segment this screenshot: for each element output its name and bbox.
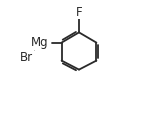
Text: Mg: Mg — [31, 36, 49, 49]
Text: F: F — [76, 6, 82, 18]
Text: Br: Br — [20, 51, 33, 64]
